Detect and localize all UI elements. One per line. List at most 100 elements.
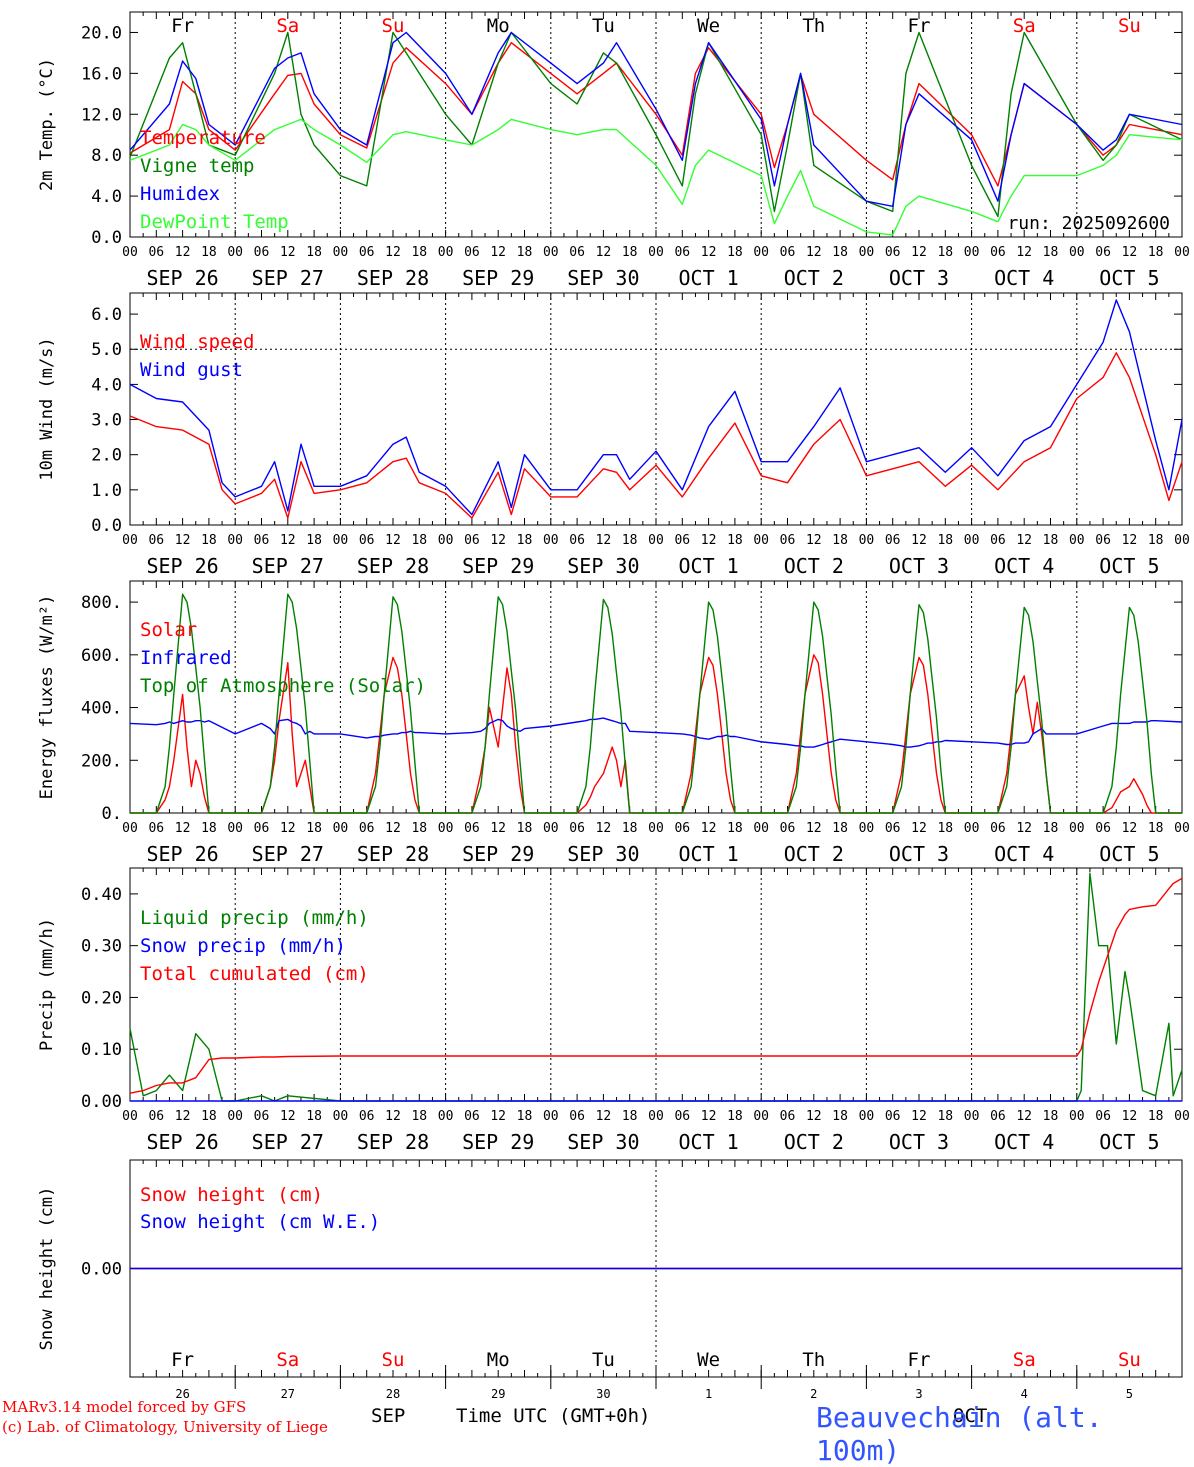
hour-label: 12	[596, 821, 612, 836]
legend-entry: Infrared	[140, 647, 232, 669]
hour-label: 00	[859, 1109, 875, 1124]
hour-label: 00	[333, 533, 349, 548]
hour-label: 00	[438, 1109, 454, 1124]
weekday-label: Su	[1118, 15, 1141, 37]
hour-label: 00	[1069, 821, 1085, 836]
station-label: Beauvechain (alt. 100m)	[816, 1401, 1103, 1467]
weekday-label: Fr	[908, 1349, 931, 1371]
hour-label: 06	[148, 1109, 164, 1124]
hour-label: 00	[648, 821, 664, 836]
hour-label: 00	[753, 245, 769, 260]
hour-label: 06	[359, 245, 375, 260]
lab-credit: (c) Lab. of Climatology, University of L…	[2, 1418, 328, 1436]
hour-label: 00	[227, 245, 243, 260]
y-tick-label: 0.00	[81, 1260, 122, 1280]
hour-label: 12	[1122, 1109, 1138, 1124]
hour-label: 18	[1148, 245, 1164, 260]
hour-label: 06	[1095, 245, 1111, 260]
hour-label: 18	[306, 533, 322, 548]
hour-label: 06	[569, 1109, 585, 1124]
hour-label: 18	[832, 245, 848, 260]
hour-label: 12	[385, 821, 401, 836]
hour-label: 06	[464, 245, 480, 260]
date-label: SEP 29	[462, 1130, 534, 1154]
hour-label: 12	[280, 821, 296, 836]
hour-label: 12	[175, 533, 191, 548]
hour-label: 00	[122, 821, 138, 836]
y-tick-label: 600.	[81, 646, 122, 666]
hour-label: 06	[990, 821, 1006, 836]
y-tick-label: 0.40	[81, 885, 122, 905]
hour-label: 06	[359, 533, 375, 548]
date-label: SEP 29	[462, 842, 534, 866]
weekday-label: We	[697, 15, 720, 37]
hour-label: 00	[1069, 533, 1085, 548]
hour-label: 06	[464, 533, 480, 548]
weekday-label: Sa	[276, 1349, 299, 1371]
hour-label: 06	[885, 245, 901, 260]
day-number-label: 28	[386, 1387, 400, 1401]
hour-label: 06	[569, 821, 585, 836]
legend-entry: Wind speed	[140, 331, 254, 353]
hour-label: 06	[464, 1109, 480, 1124]
hour-label: 18	[1043, 1109, 1059, 1124]
hour-label: 06	[885, 1109, 901, 1124]
hour-label: 00	[1069, 245, 1085, 260]
hour-label: 12	[385, 533, 401, 548]
y-tick-label: 3.0	[91, 411, 122, 431]
date-label: OCT 5	[1099, 1130, 1159, 1154]
y-tick-label: 6.0	[91, 305, 122, 325]
hour-label: 00	[1174, 245, 1190, 260]
hour-label: 18	[622, 533, 638, 548]
hour-label: 06	[148, 245, 164, 260]
hour-label: 00	[227, 821, 243, 836]
date-label: SEP 27	[252, 1130, 324, 1154]
weekday-label: Th	[802, 15, 825, 37]
hour-label: 18	[1148, 1109, 1164, 1124]
month-label-oct: OCT	[953, 1405, 988, 1427]
hour-label: 00	[1174, 533, 1190, 548]
hour-label: 18	[622, 245, 638, 260]
y-tick-label: 5.0	[91, 340, 122, 360]
hour-label: 12	[1016, 821, 1032, 836]
model-credit: MARv3.14 model forced by GFS	[2, 1398, 247, 1416]
run-label: run: 2025092600	[1007, 213, 1170, 234]
date-label: OCT 4	[994, 842, 1054, 866]
hour-label: 18	[201, 533, 217, 548]
chart-panel-4: 0.00 0.10 0.20 0.30 0.40 Precip (mm/h) Liquid …	[37, 867, 1190, 1154]
date-label: OCT 5	[1099, 266, 1159, 290]
date-label: SEP 29	[462, 266, 534, 290]
weekday-label: Th	[802, 1349, 825, 1371]
hour-label: 00	[438, 245, 454, 260]
weekday-label: We	[697, 1349, 720, 1371]
hour-label: 00	[438, 533, 454, 548]
hour-label: 00	[227, 1109, 243, 1124]
day-number-label: 26	[175, 1387, 189, 1401]
chart-panel-5: 0.00 Snow height (cm) Fr Sa Su Mo Tu We Th Fr Sa Su…	[37, 1159, 1183, 1401]
date-label: SEP 27	[252, 842, 324, 866]
hour-label: 18	[411, 821, 427, 836]
hour-label: 00	[1069, 1109, 1085, 1124]
weekday-label: Fr	[171, 15, 194, 37]
weekday-label: Tu	[592, 1349, 615, 1371]
hour-label: 18	[306, 245, 322, 260]
y-tick-label: 0.10	[81, 1040, 122, 1060]
hour-label: 06	[885, 821, 901, 836]
hour-label: 00	[859, 533, 875, 548]
hour-label: 18	[517, 245, 533, 260]
date-label: OCT 2	[784, 266, 844, 290]
date-label: SEP 30	[567, 266, 639, 290]
hour-label: 06	[674, 245, 690, 260]
hour-label: 00	[333, 821, 349, 836]
hour-label: 12	[1122, 533, 1138, 548]
legend-entry: Vigne temp	[140, 155, 254, 177]
hour-label: 06	[990, 533, 1006, 548]
hour-label: 06	[359, 821, 375, 836]
month-label-sep: SEP	[371, 1405, 406, 1427]
legend-entry: Humidex	[140, 183, 220, 205]
hour-label: 00	[648, 1109, 664, 1124]
series-line-humidex	[129, 31, 1183, 208]
hour-label: 18	[306, 821, 322, 836]
date-label: OCT 1	[678, 266, 738, 290]
weekday-label: Su	[382, 1349, 405, 1371]
